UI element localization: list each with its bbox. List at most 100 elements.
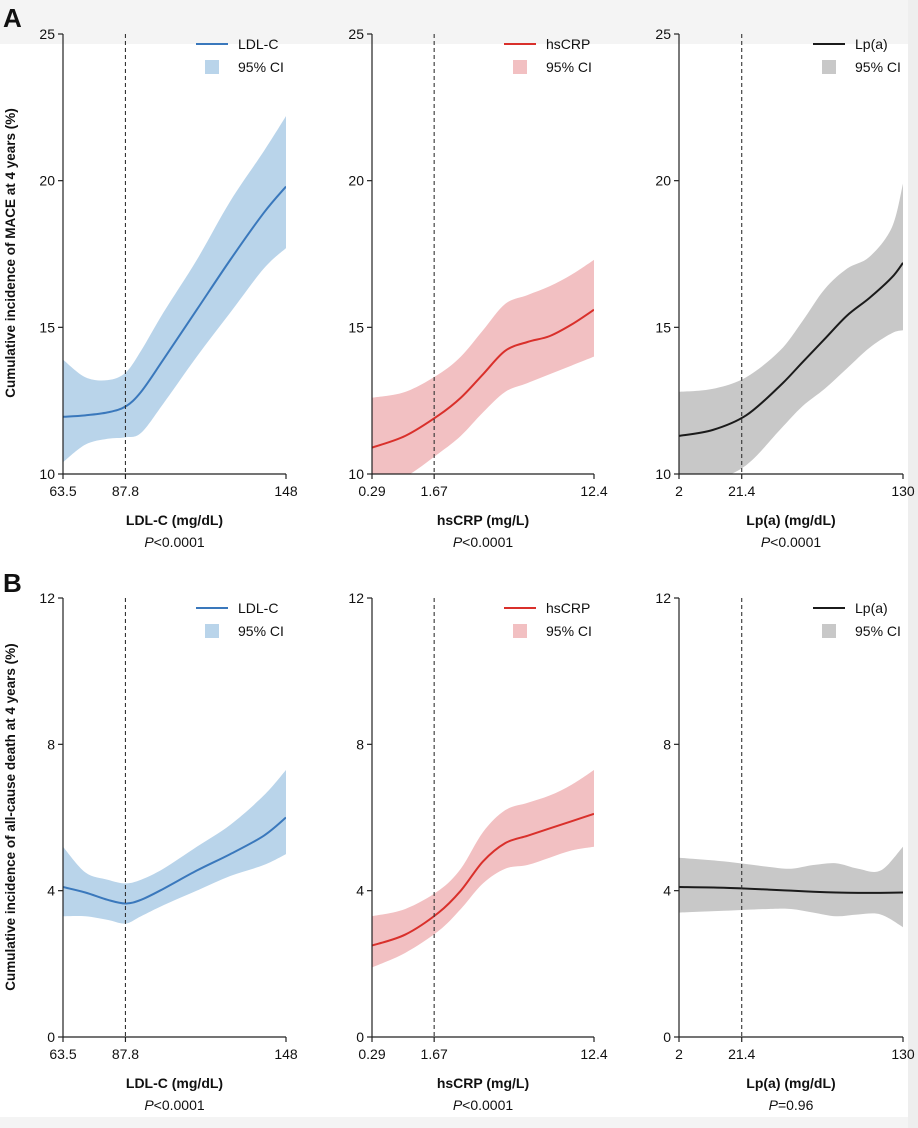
p-value-a-1: P<0.0001 <box>453 534 514 550</box>
legend-ci-label-a-2: 95% CI <box>855 59 901 75</box>
x-axis-label-b-2: Lp(a) (mg/dL) <box>746 1075 835 1091</box>
legend-ci-swatch-b-1 <box>513 624 527 638</box>
series-line-b-0 <box>63 816 286 905</box>
plot-a-1: 10 15 20 25 0.29 1.67 12.4 hsCRP (mg/L) P<0.0001… <box>348 26 607 550</box>
x-tick-label-b-0: 148 <box>274 1046 298 1062</box>
y-tick-label-a-2: 20 <box>655 173 671 189</box>
p-value-number-b-0: <0.0001 <box>154 1097 205 1113</box>
x-tick-label-b-2: 21.4 <box>728 1046 755 1062</box>
x-tick-label-a-1: 0.29 <box>358 483 385 499</box>
plot-data-b-1 <box>372 769 594 968</box>
plot-a-0: 10 15 20 25 63.5 87.8 148 LDL-C (mg/dL) P<0.0001… <box>39 26 297 550</box>
y-tick-label-a-0: 15 <box>39 319 55 335</box>
x-axis-label-b-1: hsCRP (mg/L) <box>437 1075 529 1091</box>
y-tick-label-a-0: 25 <box>39 26 55 42</box>
y-tick-label-b-2: 0 <box>663 1029 671 1045</box>
p-value-number-b-1: <0.0001 <box>462 1097 513 1113</box>
legend-ci-label-a-1: 95% CI <box>546 59 592 75</box>
top-strip <box>0 0 918 44</box>
p-value-number-a-1: <0.0001 <box>462 534 513 550</box>
ci-band-b-2 <box>679 846 903 928</box>
y-tick-label-b-0: 4 <box>47 883 55 899</box>
y-tick-label-b-1: 4 <box>356 883 364 899</box>
p-value-b-0: P<0.0001 <box>144 1097 205 1113</box>
y-tick-label-a-0: 10 <box>39 466 55 482</box>
p-value-symbol-b-0: P <box>144 1097 154 1113</box>
y-tick-label-b-1: 12 <box>348 590 364 606</box>
y-tick-label-b-0: 8 <box>47 736 55 752</box>
panel-letter-b: B <box>3 568 22 598</box>
x-axis-label-a-1: hsCRP (mg/L) <box>437 512 529 528</box>
legend-ci-label-b-1: 95% CI <box>546 623 592 639</box>
x-axis-label-a-2: Lp(a) (mg/dL) <box>746 512 835 528</box>
y-tick-label-b-2: 4 <box>663 883 671 899</box>
plot-data-b-0 <box>63 769 286 924</box>
y-axis-label-death: Cumulative incidence of all-cause death … <box>3 643 18 990</box>
x-tick-label-a-0: 148 <box>274 483 298 499</box>
x-tick-label-b-1: 0.29 <box>358 1046 385 1062</box>
y-tick-label-a-2: 10 <box>655 466 671 482</box>
ci-band-a-2 <box>679 183 903 474</box>
x-tick-label-a-2: 21.4 <box>728 483 755 499</box>
y-tick-label-b-2: 8 <box>663 736 671 752</box>
plot-b-0: 0 4 8 12 63.5 87.8 148 LDL-C (mg/dL) P<0.0001 LDL… <box>39 590 297 1113</box>
series-line-a-2 <box>679 262 903 437</box>
series-line-a-1 <box>372 308 594 449</box>
series-line-b-2 <box>679 886 903 894</box>
y-tick-label-a-2: 25 <box>655 26 671 42</box>
y-tick-label-a-1: 10 <box>348 466 364 482</box>
legend-series-label-a-2: Lp(a) <box>855 36 888 52</box>
series-line-a-0 <box>63 185 286 418</box>
right-strip <box>908 0 918 1128</box>
plot-data-a-2 <box>679 183 903 474</box>
x-tick-label-b-1: 12.4 <box>580 1046 607 1062</box>
y-tick-label-a-2: 15 <box>655 319 671 335</box>
y-tick-label-b-1: 0 <box>356 1029 364 1045</box>
plot-b-2: 0 4 8 12 2 21.4 130 Lp(a) (mg/dL) P=0.96 Lp(a) 95%… <box>655 590 914 1113</box>
y-tick-label-a-1: 15 <box>348 319 364 335</box>
legend-ci-swatch-a-2 <box>822 60 836 74</box>
x-tick-label-a-0: 87.8 <box>112 483 139 499</box>
x-axis-label-b-0: LDL-C (mg/dL) <box>126 1075 223 1091</box>
plot-data-b-2 <box>679 846 903 928</box>
y-tick-label-a-1: 20 <box>348 173 364 189</box>
legend-ci-label-b-2: 95% CI <box>855 623 901 639</box>
p-value-symbol-a-0: P <box>144 534 154 550</box>
p-value-symbol-b-1: P <box>453 1097 463 1113</box>
ci-band-b-0 <box>63 769 286 924</box>
p-value-a-2: P<0.0001 <box>761 534 822 550</box>
p-value-number-a-0: <0.0001 <box>154 534 205 550</box>
p-value-number-a-2: <0.0001 <box>770 534 821 550</box>
plot-data-a-0 <box>63 116 286 463</box>
legend-ci-label-b-0: 95% CI <box>238 623 284 639</box>
legend-series-label-a-1: hsCRP <box>546 36 590 52</box>
y-tick-label-b-0: 12 <box>39 590 55 606</box>
y-tick-label-a-0: 20 <box>39 173 55 189</box>
x-tick-label-a-1: 1.67 <box>421 483 448 499</box>
p-value-number-b-2: =0.96 <box>778 1097 814 1113</box>
panel-letter-a: A <box>3 3 22 33</box>
x-tick-label-b-0: 87.8 <box>112 1046 139 1062</box>
x-tick-label-b-2: 130 <box>891 1046 915 1062</box>
legend-series-label-b-2: Lp(a) <box>855 600 888 616</box>
x-tick-label-a-0: 63.5 <box>49 483 76 499</box>
x-tick-label-a-2: 130 <box>891 483 915 499</box>
y-tick-label-b-1: 8 <box>356 736 364 752</box>
x-tick-label-b-2: 2 <box>675 1046 683 1062</box>
y-tick-label-a-1: 25 <box>348 26 364 42</box>
legend-series-label-a-0: LDL-C <box>238 36 278 52</box>
p-value-b-1: P<0.0001 <box>453 1097 514 1113</box>
x-tick-label-b-0: 63.5 <box>49 1046 76 1062</box>
y-tick-label-b-0: 0 <box>47 1029 55 1045</box>
x-axis-label-a-0: LDL-C (mg/dL) <box>126 512 223 528</box>
p-value-a-0: P<0.0001 <box>144 534 205 550</box>
p-value-symbol-a-2: P <box>761 534 771 550</box>
legend-ci-swatch-b-2 <box>822 624 836 638</box>
legend-ci-swatch-a-1 <box>513 60 527 74</box>
series-line-b-1 <box>372 812 594 947</box>
y-axis-label-mace: Cumulative incidence of MACE at 4 years … <box>3 108 18 398</box>
legend-ci-label-a-0: 95% CI <box>238 59 284 75</box>
x-tick-label-a-2: 2 <box>675 483 683 499</box>
